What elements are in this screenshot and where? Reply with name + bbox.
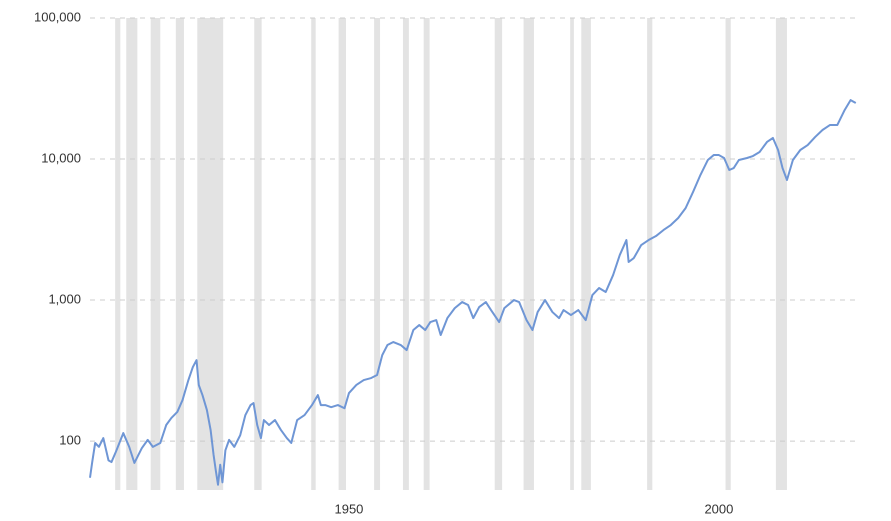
recession-band [175,18,184,490]
data-line [89,99,857,486]
y-tick-label: 10,000 [41,150,81,165]
recession-band [338,18,346,490]
recession-band [775,18,787,490]
recession-band [725,18,731,490]
recession-band [523,18,534,490]
recession-band [197,18,224,490]
x-tick-label: 1950 [334,501,363,516]
recession-band [150,18,161,490]
recession-band [647,18,653,490]
recession-band [311,18,316,490]
recession-band [494,18,503,490]
recession-band [581,18,591,490]
recession-band [423,18,430,490]
recession-band [115,18,121,490]
recession-band [374,18,381,490]
recession-band [402,18,409,490]
x-tick-label: 2000 [704,501,733,516]
recession-band [254,18,262,490]
recession-band [570,18,574,490]
y-tick-label: 100,000 [34,9,81,24]
recession-band [126,18,138,490]
y-tick-label: 1,000 [48,291,81,306]
y-tick-label: 100 [59,433,81,448]
